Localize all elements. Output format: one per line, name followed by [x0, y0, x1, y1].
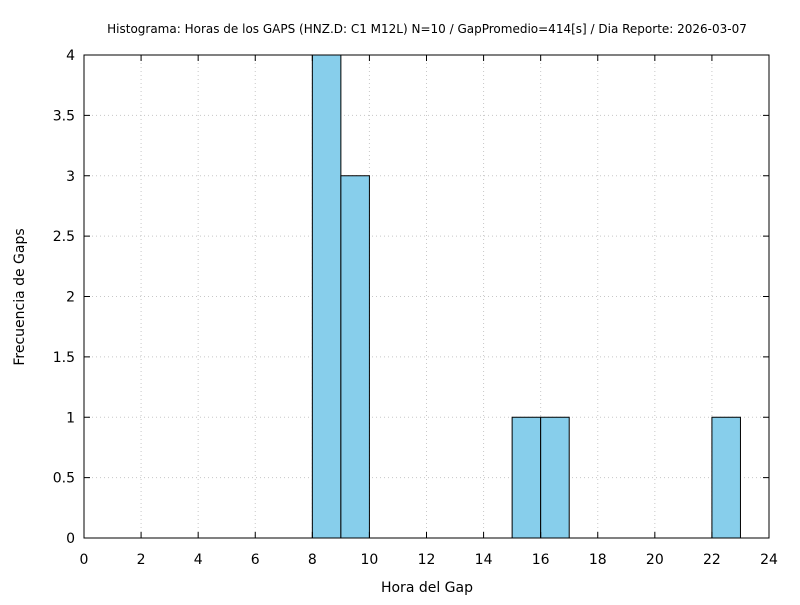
x-tick-label: 4 — [194, 552, 203, 568]
x-tick-label: 20 — [646, 552, 664, 568]
axis-ticks — [83, 54, 770, 539]
y-tick-label: 0 — [66, 531, 75, 547]
x-axis-label: Hora del Gap — [381, 580, 473, 596]
x-tick-label: 24 — [760, 552, 778, 568]
y-tick-label: 2 — [66, 290, 75, 306]
y-tick-label: 4 — [66, 48, 75, 64]
x-tick-label: 16 — [532, 552, 550, 568]
y-tick-label: 3.5 — [53, 108, 75, 124]
x-tick-labels: 0 2 4 6 8 10 12 14 16 18 20 22 24 — [80, 552, 778, 568]
chart-title: Histograma: Horas de los GAPS (HNZ.D: C1… — [107, 22, 747, 36]
x-tick-label: 18 — [589, 552, 607, 568]
y-axis-label: Frecuencia de Gaps — [12, 228, 28, 365]
x-tick-label: 0 — [80, 552, 89, 568]
y-tick-label: 3 — [66, 169, 75, 185]
y-tick-label: 2.5 — [53, 229, 75, 245]
grid-lines — [84, 55, 769, 538]
histogram-bar — [340, 175, 370, 539]
x-tick-label: 10 — [361, 552, 379, 568]
x-tick-label: 8 — [308, 552, 317, 568]
x-tick-label: 6 — [251, 552, 260, 568]
y-tick-labels: 0 0.5 1 1.5 2 2.5 3 3.5 4 — [53, 48, 75, 547]
histogram-bar — [511, 416, 542, 539]
histogram-bar — [711, 416, 741, 539]
histogram-bar — [540, 416, 570, 539]
histogram-bar — [311, 54, 342, 539]
x-tick-label: 2 — [137, 552, 146, 568]
y-tick-label: 1 — [66, 410, 75, 426]
x-tick-label: 14 — [475, 552, 493, 568]
y-tick-label: 1.5 — [53, 350, 75, 366]
x-tick-label: 22 — [703, 552, 721, 568]
x-tick-label: 12 — [418, 552, 436, 568]
histogram-bars — [311, 54, 741, 539]
y-tick-label: 0.5 — [53, 471, 75, 487]
